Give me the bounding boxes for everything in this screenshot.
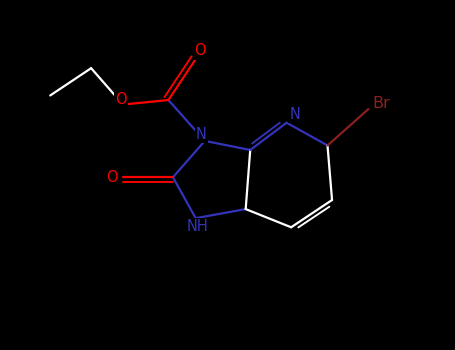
Text: Br: Br xyxy=(372,96,390,111)
Text: N: N xyxy=(196,127,207,142)
Text: N: N xyxy=(289,107,300,122)
Text: NH: NH xyxy=(187,219,209,234)
Text: O: O xyxy=(106,170,117,185)
Text: O: O xyxy=(115,92,126,107)
Text: O: O xyxy=(194,43,206,58)
